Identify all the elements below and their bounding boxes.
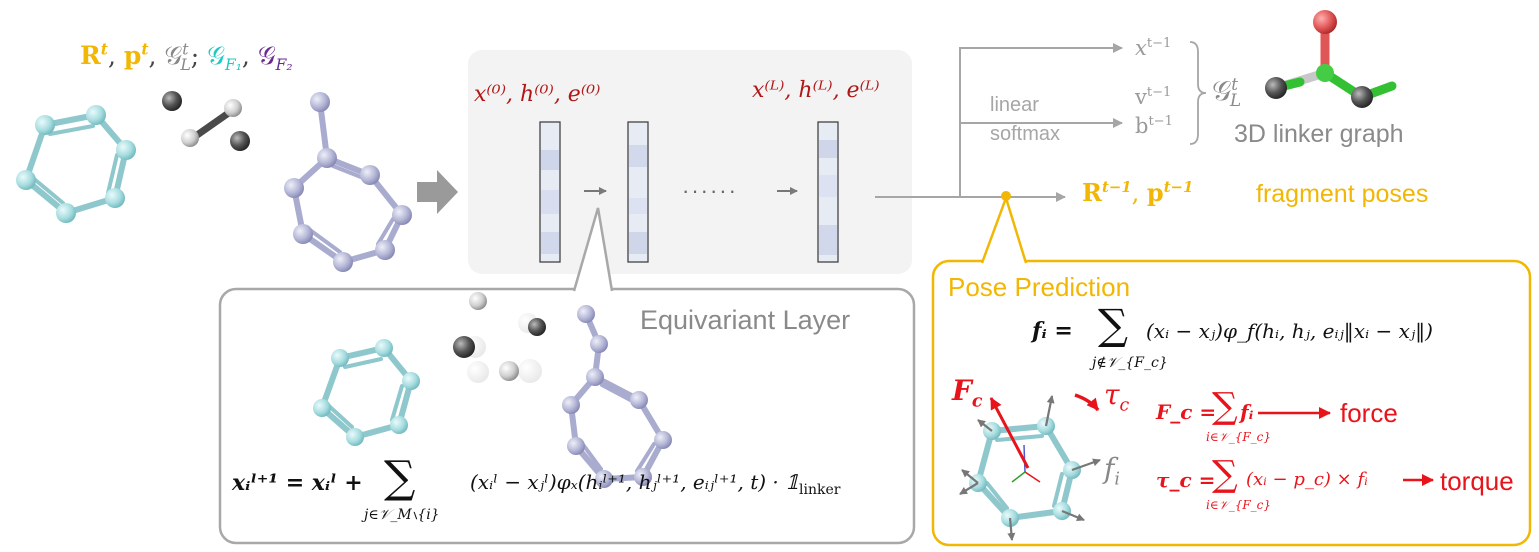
GL-symbol: 𝒢 [164,41,183,71]
force-label: force [1340,398,1398,428]
tau-symbol: τ [1104,378,1120,411]
eq-formula-lhs: xᵢˡ⁺¹ = xᵢˡ + [232,470,363,496]
x-out-sup: t−1 [1146,36,1172,51]
pose-junction-dot [1001,191,1011,201]
tau-label: τc [1104,378,1129,416]
v-out-sup: t−1 [1146,85,1172,100]
p-symbol: p [123,41,142,71]
torque-eq-sum: ∑ [1212,454,1238,495]
torque-eq-rhs: (xᵢ − p_c) × fᵢ [1246,469,1368,490]
fragment-1-molecule [16,105,136,223]
Fc-label: Fc [952,374,982,412]
torque-eq-lhs: τ_c = [1156,468,1216,492]
graph-sup: t [1231,74,1238,94]
fi-sub: i [1114,469,1120,490]
pose-callout [980,194,1028,264]
R-sup: t [100,40,108,59]
v-output: vt−1 [1135,85,1171,109]
eq-fragment-1 [313,339,420,446]
linker-graph-symbol: 𝒢tL [1212,74,1241,110]
p-sup: t [141,40,149,59]
b-out-symbol: b [1135,114,1149,138]
force-eq-lhs: F_c = [1156,400,1217,424]
equivariant-formula: xᵢˡ⁺¹ = xᵢˡ + [232,470,363,496]
tau-arrow [1074,393,1100,412]
eq-formula-rhs-wrap: (xᵢˡ − xⱼˡ)φₓ(hᵢˡ⁺¹, hⱼˡ⁺¹, eᵢⱼˡ⁺¹, t) ·… [470,470,840,498]
pose-p: p [1146,178,1164,207]
input-arrow [417,170,458,214]
linker-graph-molecule [1265,10,1397,108]
layer-column-1 [627,121,649,263]
equivariant-layer-box [218,287,916,545]
layer-column-L [817,121,839,263]
fi-formula-lhs: fᵢ = [1032,318,1073,344]
Fc-arrow [989,397,1030,469]
graph-sub: L [1229,90,1242,111]
linker-atoms [162,91,250,151]
pose-output: Rt−1, pt−1 [1082,178,1194,207]
eq-sum-subscript: j∈𝒱_M∖{i} [364,507,440,523]
torque-label: torque [1440,466,1514,496]
fragment-poses-label: fragment poses [1256,180,1429,208]
pose-p-sup: t−1 [1163,178,1194,196]
fi-symbol: f [1104,452,1115,485]
pose-R: R [1082,178,1102,207]
eq-fragment-2 [562,305,672,488]
fragment-2-molecule [284,92,412,272]
layer-column-0 [539,121,561,263]
graph-symbol: 𝒢 [1212,76,1232,107]
pose-R-sup: t−1 [1101,178,1132,196]
force-eq-rhs: fᵢ [1240,400,1254,424]
GF2-sub: F₂ [275,56,293,75]
GL-sub: L [180,56,191,75]
eq-formula-rhs: (xᵢˡ − xⱼˡ)φₓ(hᵢˡ⁺¹, hⱼˡ⁺¹, eᵢⱼˡ⁺¹, t) ·… [470,470,800,494]
fi-sum-symbol: ∑ [1098,300,1128,349]
torque-eq-sub: i∈𝒱_{F_c} [1206,498,1272,512]
fi-formula-rhs: (xᵢ − xⱼ)φ_f(hᵢ, hⱼ, eᵢⱼ‖xᵢ − xⱼ‖) [1146,319,1433,343]
pose-force-arrows [959,395,1101,541]
eq-sum-symbol: ∑ [384,452,416,503]
force-eq-sum: ∑ [1212,386,1238,427]
fi-sum-subscript: j∉𝒱_{F_c} [1092,355,1168,371]
Fc-sub: c [971,391,983,412]
output-routing [875,43,1123,202]
inputs-label: Rt, pt, 𝒢tL; 𝒢F₁, 𝒢F₂ [80,40,293,75]
x-out-symbol: x [1135,36,1147,60]
b-output: bt−1 [1135,114,1173,138]
b-out-sup: t−1 [1148,114,1173,129]
GF2-symbol: 𝒢 [257,41,276,71]
pose-prediction-title: Pose Prediction [948,272,1131,302]
R-symbol: R [80,41,101,71]
fi-label: fi [1104,452,1120,490]
layer-dots: ······ [682,178,738,203]
pose-benzene [969,417,1081,527]
force-eq-sub: i∈𝒱_{F_c} [1206,430,1272,444]
GF1-symbol: 𝒢 [207,41,225,71]
v-out-symbol: v [1135,85,1147,109]
softmax-label: softmax [990,123,1061,145]
eq-indicator-sub: linker [799,482,841,498]
linear-label: linear [990,94,1039,116]
tau-sub: c [1119,395,1130,416]
eq-linker-atoms [453,292,546,383]
equivariant-layer-title: Equivariant Layer [640,305,851,335]
x-output: xt−1 [1135,36,1171,60]
network-panel [468,50,912,274]
first-layer-label: x⁽⁰⁾, h⁽⁰⁾, e⁽⁰⁾ [474,82,601,107]
GF1-sub: F₁ [224,56,242,75]
last-layer-label: x⁽ᴸ⁾, h⁽ᴸ⁾, e⁽ᴸ⁾ [752,78,880,103]
pose-prediction-box [931,259,1532,547]
output-brace [1189,41,1207,145]
linker-graph-label: 3D linker graph [1234,120,1404,148]
equivariant-callout [572,207,614,292]
Fc-symbol: F [952,374,972,407]
GL-sup: t [182,41,189,59]
